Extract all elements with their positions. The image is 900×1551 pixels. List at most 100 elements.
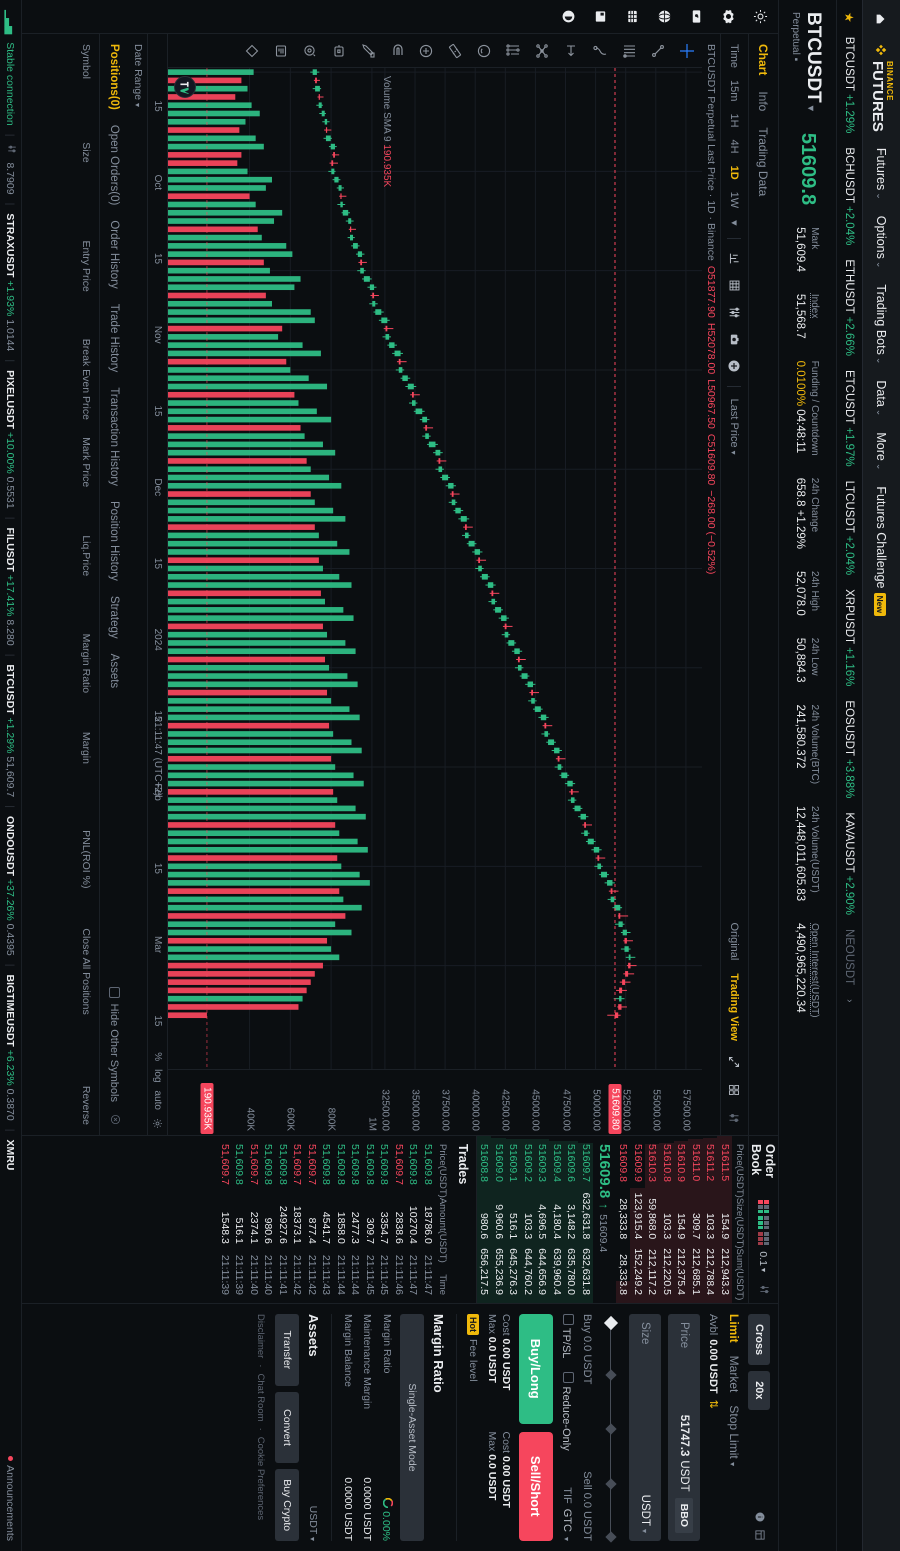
link-chat-room[interactable]: Chat Room <box>255 1373 266 1422</box>
announcements-link[interactable]: Announcements <box>5 1456 17 1541</box>
order-book-row[interactable]: 51610.3 59,868.0 212,117.2 <box>645 1136 660 1303</box>
status-ticker[interactable]: BTCUSDT +1.29% 51,609.7 <box>5 664 17 797</box>
ticker-chip[interactable]: ETCUSDT +1.97% <box>844 370 856 467</box>
orderbook-view-both-icon[interactable] <box>758 1200 769 1214</box>
link-disclaimer[interactable]: Disclaimer <box>255 1314 266 1359</box>
order-book-row[interactable]: 51611.0 309.7 212,685.1 <box>688 1136 703 1303</box>
status-ticker[interactable]: XMRU <box>5 1139 17 1170</box>
ticker-chip[interactable]: BTCUSDT +1.29% <box>844 37 856 134</box>
emoji-icon[interactable] <box>475 42 493 60</box>
stat-label[interactable]: Index <box>809 293 821 319</box>
nav-item-more[interactable]: More⌄ <box>875 432 889 470</box>
chart-type-icon[interactable] <box>727 251 742 266</box>
chart-settings-sliders-icon[interactable] <box>727 1110 742 1125</box>
tab-trade-history[interactable]: Trade History <box>108 303 121 373</box>
price-mode-selector[interactable]: Last Price ▾ <box>729 399 741 455</box>
axis-option-auto[interactable]: auto <box>152 1090 163 1110</box>
order-book-row[interactable]: 51609.1 516.1 645,276.3 <box>506 1136 521 1303</box>
timeframe-1w[interactable]: 1W <box>728 191 741 209</box>
globe-icon[interactable] <box>656 8 674 26</box>
settings-sliders-icon[interactable] <box>727 305 742 320</box>
timeframe-1h[interactable]: 1H <box>728 113 741 128</box>
lock-objects-icon[interactable] <box>301 42 319 60</box>
orderbook-tick-size-selector[interactable]: 0.1 ▾ <box>758 1251 770 1272</box>
chart-source-tradingview[interactable]: Trading View <box>728 973 741 1041</box>
order-book-row[interactable]: 51609.3 4,696.5 644,656.9 <box>535 1136 550 1303</box>
tab-chart[interactable]: Chart <box>756 44 771 76</box>
tab-strategy[interactable]: Strategy <box>108 595 121 639</box>
nav-item-futures-challenge[interactable]: Futures Challenge New <box>874 486 889 616</box>
add-circle-icon[interactable] <box>727 359 742 374</box>
orderbook-view-bids-icon[interactable] <box>758 1216 769 1230</box>
order-book-row[interactable]: 51611.2 103.3 212,788.4 <box>703 1136 718 1303</box>
timeframe-more-chevron-icon[interactable]: ▾ <box>728 220 740 226</box>
single-asset-mode-button[interactable]: Single-Asset Mode <box>400 1314 424 1541</box>
order-book-row[interactable]: 51610.9 154.9 212,375.4 <box>674 1136 689 1303</box>
order-book-row[interactable]: 51609.4 4,180.4 639,960.4 <box>549 1136 564 1303</box>
trend-line-icon[interactable] <box>649 42 667 60</box>
size-percentage-slider[interactable] <box>601 1315 621 1543</box>
order-book-row[interactable]: 51609.7 632,631.8 632,631.8 <box>578 1136 593 1303</box>
chevron-down-icon[interactable]: ▾ <box>805 105 817 111</box>
tradingview-logo-icon[interactable] <box>174 76 196 98</box>
camera-icon[interactable] <box>727 332 742 347</box>
ticker-chip[interactable]: EOSUSDT +3.88% <box>844 700 856 798</box>
fib-retracement-icon[interactable] <box>620 42 638 60</box>
slider-step-100[interactable] <box>605 1530 617 1543</box>
tpsl-option[interactable]: TP/SL <box>560 1314 574 1358</box>
ticker-chip[interactable]: LTCUSDT +2.04% <box>844 481 856 576</box>
price-axis[interactable]: 57500.00 55000.00 52500.00 50000.00 47500.00… <box>168 1069 702 1135</box>
slider-step-75[interactable] <box>605 1478 617 1490</box>
tif-selector[interactable]: TIF GTC ▾ <box>561 1487 573 1541</box>
transfer-button[interactable]: Transfer <box>275 1314 299 1386</box>
magnet-icon[interactable] <box>388 42 406 60</box>
stat-label[interactable]: Open Interest(USDT) <box>809 923 821 1018</box>
nav-item-data[interactable]: Data⌄ <box>875 380 889 416</box>
pitchfork-icon[interactable] <box>533 42 551 60</box>
nav-item-trading-bots[interactable]: Trading Bots⌄ <box>875 284 889 364</box>
tab-positions[interactable]: Positions(0) <box>108 44 121 110</box>
order-book-row[interactable]: 51608.8 980.6 656,217.5 <box>477 1136 492 1303</box>
order-book-row[interactable]: 51609.9 123,915.4 152,249.2 <box>630 1136 645 1303</box>
leverage-button[interactable]: 20x <box>748 1371 770 1410</box>
order-type-stop-limit[interactable]: Stop Limit ▾ <box>727 1405 741 1466</box>
slider-step-50[interactable] <box>605 1423 617 1435</box>
status-ticker[interactable]: ONDOUSDT +37.26% 0.4395 <box>5 816 17 956</box>
tab-order-history[interactable]: Order History <box>108 220 121 289</box>
margin-mode-button[interactable]: Cross <box>748 1314 770 1366</box>
nav-item-futures[interactable]: Futures⌄ <box>875 148 889 200</box>
nav-item-options[interactable]: Options⌄ <box>875 216 889 269</box>
axis-settings-gear-icon[interactable] <box>149 1118 163 1129</box>
trade-card-icon[interactable] <box>688 8 706 26</box>
axis-option-log[interactable]: log <box>152 1069 163 1083</box>
assets-currency-selector[interactable]: USDT ▾ <box>308 1506 320 1541</box>
reduce-only-checkbox[interactable] <box>563 1372 574 1384</box>
time-axis[interactable]: 15 Oct 15 Nov 15 Dec 15 2024 15 Feb 15 Mar 15 21:11:… <box>148 34 168 1135</box>
hide-other-symbols-control[interactable]: Hide Other Symbols <box>108 986 122 1125</box>
order-book-row[interactable]: 51609.2 103.3 644,760.2 <box>520 1136 535 1303</box>
link-cookie-preferences[interactable]: Cookie Preferences <box>255 1436 266 1521</box>
layout-split-icon[interactable] <box>727 1082 742 1097</box>
fullscreen-icon[interactable] <box>727 1054 742 1069</box>
object-tree-icon[interactable] <box>272 42 290 60</box>
symbol-block[interactable]: BTCUSDT ▾ Perpetual ▪ <box>791 12 825 111</box>
price-input-field[interactable]: Price 51747.3 USDT BBO <box>668 1314 700 1541</box>
gear-icon[interactable] <box>720 8 738 26</box>
fee-level-row[interactable]: Hot Fee level <box>467 1314 479 1541</box>
col-close-all-positions[interactable]: Close All Positions <box>80 928 92 1015</box>
layout-icon[interactable] <box>592 8 610 26</box>
grid-icon[interactable] <box>624 8 642 26</box>
ticker-chip[interactable]: KAVAUSDT +2.90% <box>844 812 856 915</box>
brush-icon[interactable] <box>591 42 609 60</box>
chart-source-original[interactable]: Original <box>728 922 741 961</box>
status-sliders-icon[interactable] <box>4 144 17 154</box>
hide-drawings-icon[interactable] <box>330 42 348 60</box>
close-icon[interactable] <box>108 1114 122 1125</box>
remove-drawings-icon[interactable] <box>243 42 261 60</box>
order-book-row[interactable]: 51609.0 9,960.6 655,236.9 <box>491 1136 506 1303</box>
buy-long-button[interactable]: Buy/Long <box>519 1314 553 1424</box>
pencil-edit-icon[interactable] <box>359 42 377 60</box>
timeframe-time[interactable]: Time <box>728 44 741 69</box>
convert-button[interactable]: Convert <box>275 1391 299 1464</box>
status-ticker[interactable]: STRAXUSDT +1.93% 1.0144 <box>5 213 17 351</box>
